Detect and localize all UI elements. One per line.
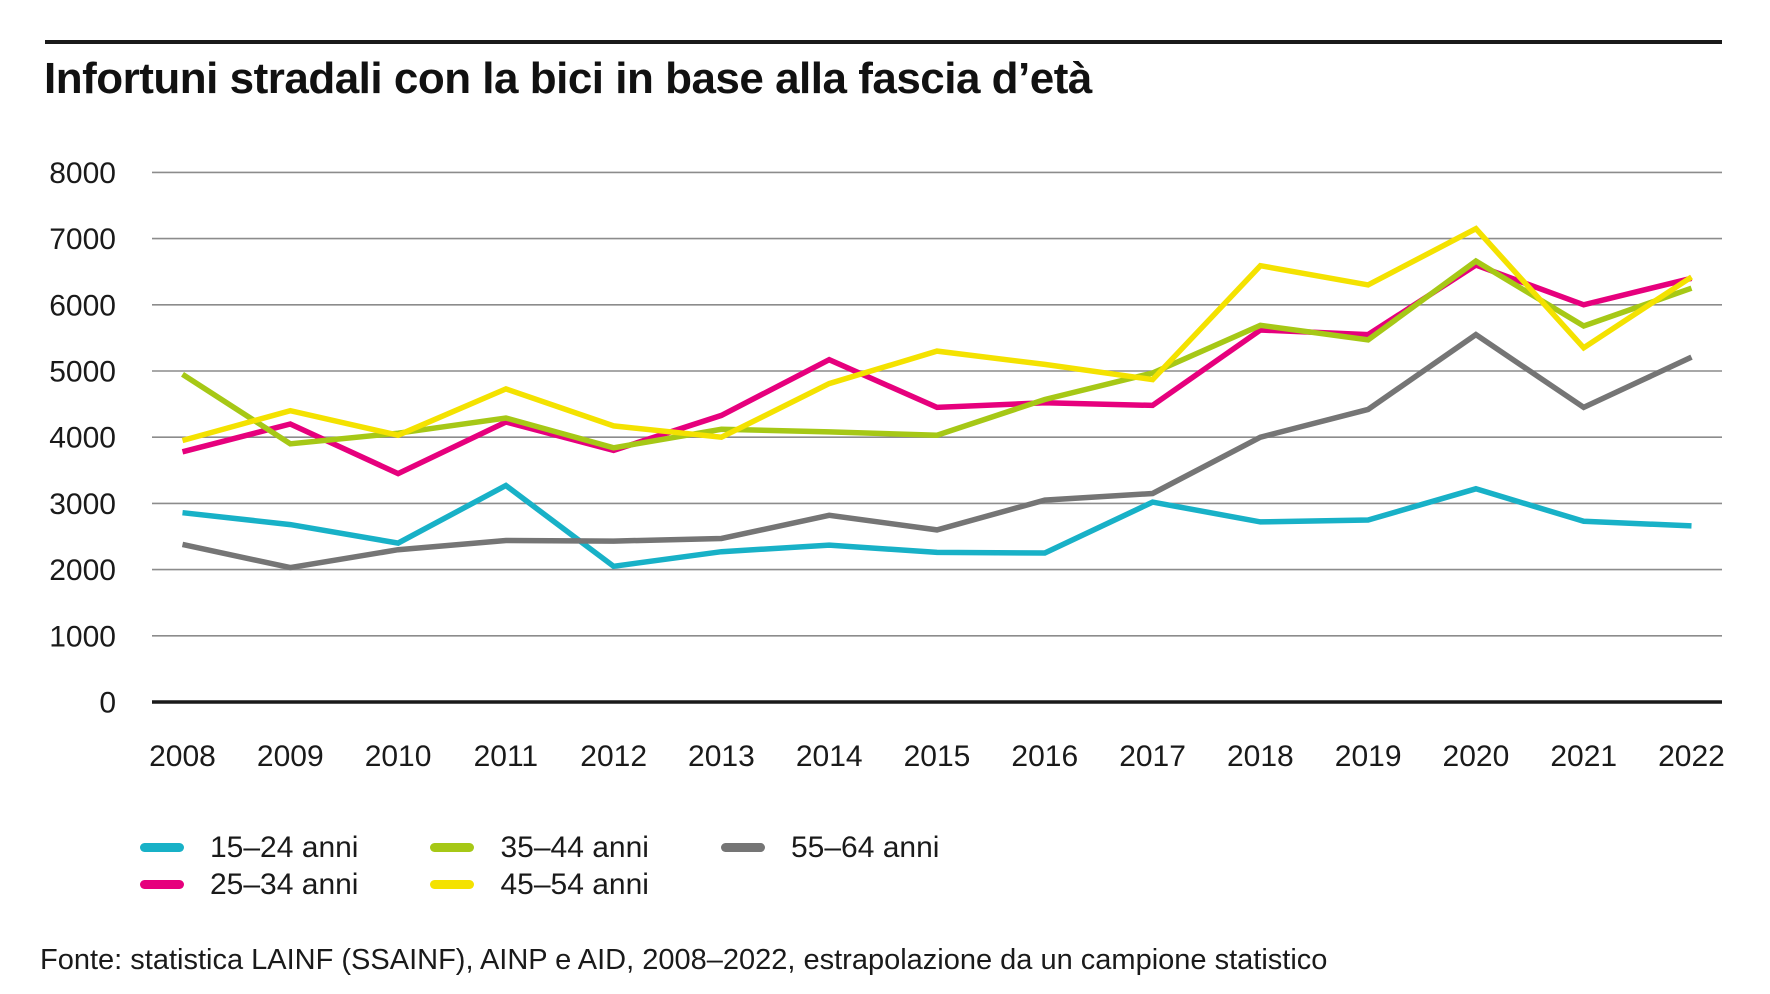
legend-item: 25–34 anni (140, 868, 358, 902)
legend-label: 45–54 anni (500, 867, 649, 901)
page-title: Infortuni stradali con la bici in base a… (44, 54, 1092, 103)
x-tick-label: 2017 (1119, 740, 1186, 773)
x-tick-label: 2011 (474, 740, 539, 773)
header-rule (45, 40, 1722, 44)
y-tick-label: 0 (99, 687, 116, 720)
legend-label: 25–34 anni (210, 867, 359, 901)
x-tick-label: 2021 (1550, 740, 1617, 773)
x-tick-label: 2019 (1335, 740, 1402, 773)
x-tick-label: 2010 (365, 740, 432, 773)
legend-item: 55–64 anni (720, 830, 940, 865)
y-tick-label: 5000 (49, 356, 116, 389)
x-tick-label: 2022 (1658, 740, 1725, 773)
y-tick-label: 2000 (49, 554, 116, 587)
legend-swatch (140, 880, 184, 889)
legend-item: 15–24 anni (140, 831, 358, 865)
x-tick-label: 2016 (1011, 740, 1078, 773)
x-tick-label: 2018 (1227, 740, 1294, 773)
x-tick-label: 2013 (688, 740, 755, 773)
x-tick-label: 2020 (1443, 740, 1510, 773)
legend-label: 15–24 anni (210, 830, 359, 864)
y-tick-label: 7000 (49, 223, 116, 256)
legend-label: 55–64 anni (790, 830, 940, 864)
x-tick-label: 2014 (796, 740, 863, 773)
legend-swatch (430, 843, 475, 852)
y-tick-label: 3000 (49, 488, 116, 521)
series-line-45-54-anni (181, 225, 1694, 444)
legend-swatch (430, 880, 475, 889)
series-line-25-34-anni (181, 262, 1693, 477)
legend-swatch (720, 843, 765, 852)
chart-legend: 15–24 anni 25–34 anni 35–44 anni 45–54 anni… (140, 829, 939, 903)
y-tick-label: 8000 (49, 157, 116, 190)
y-tick-label: 1000 (49, 620, 116, 653)
source-note: Fonte: statistica LAINF (SSAINF), AINP e… (40, 944, 1328, 976)
x-tick-label: 2008 (149, 740, 216, 773)
x-tick-label: 2009 (257, 740, 324, 773)
y-tick-label: 4000 (49, 422, 116, 455)
series-line-55-64-anni (181, 331, 1693, 571)
legend-item: 45–54 anni (430, 867, 649, 902)
series-line-35-44-anni (181, 257, 1693, 451)
legend-label: 35–44 anni (500, 830, 649, 864)
legend-item: 35–44 anni (430, 830, 649, 865)
legend-swatch (140, 843, 184, 852)
x-tick-label: 2015 (904, 740, 971, 773)
x-tick-label: 2012 (580, 740, 647, 773)
y-tick-label: 6000 (49, 289, 116, 322)
series-line-15-24-anni (182, 482, 1692, 570)
